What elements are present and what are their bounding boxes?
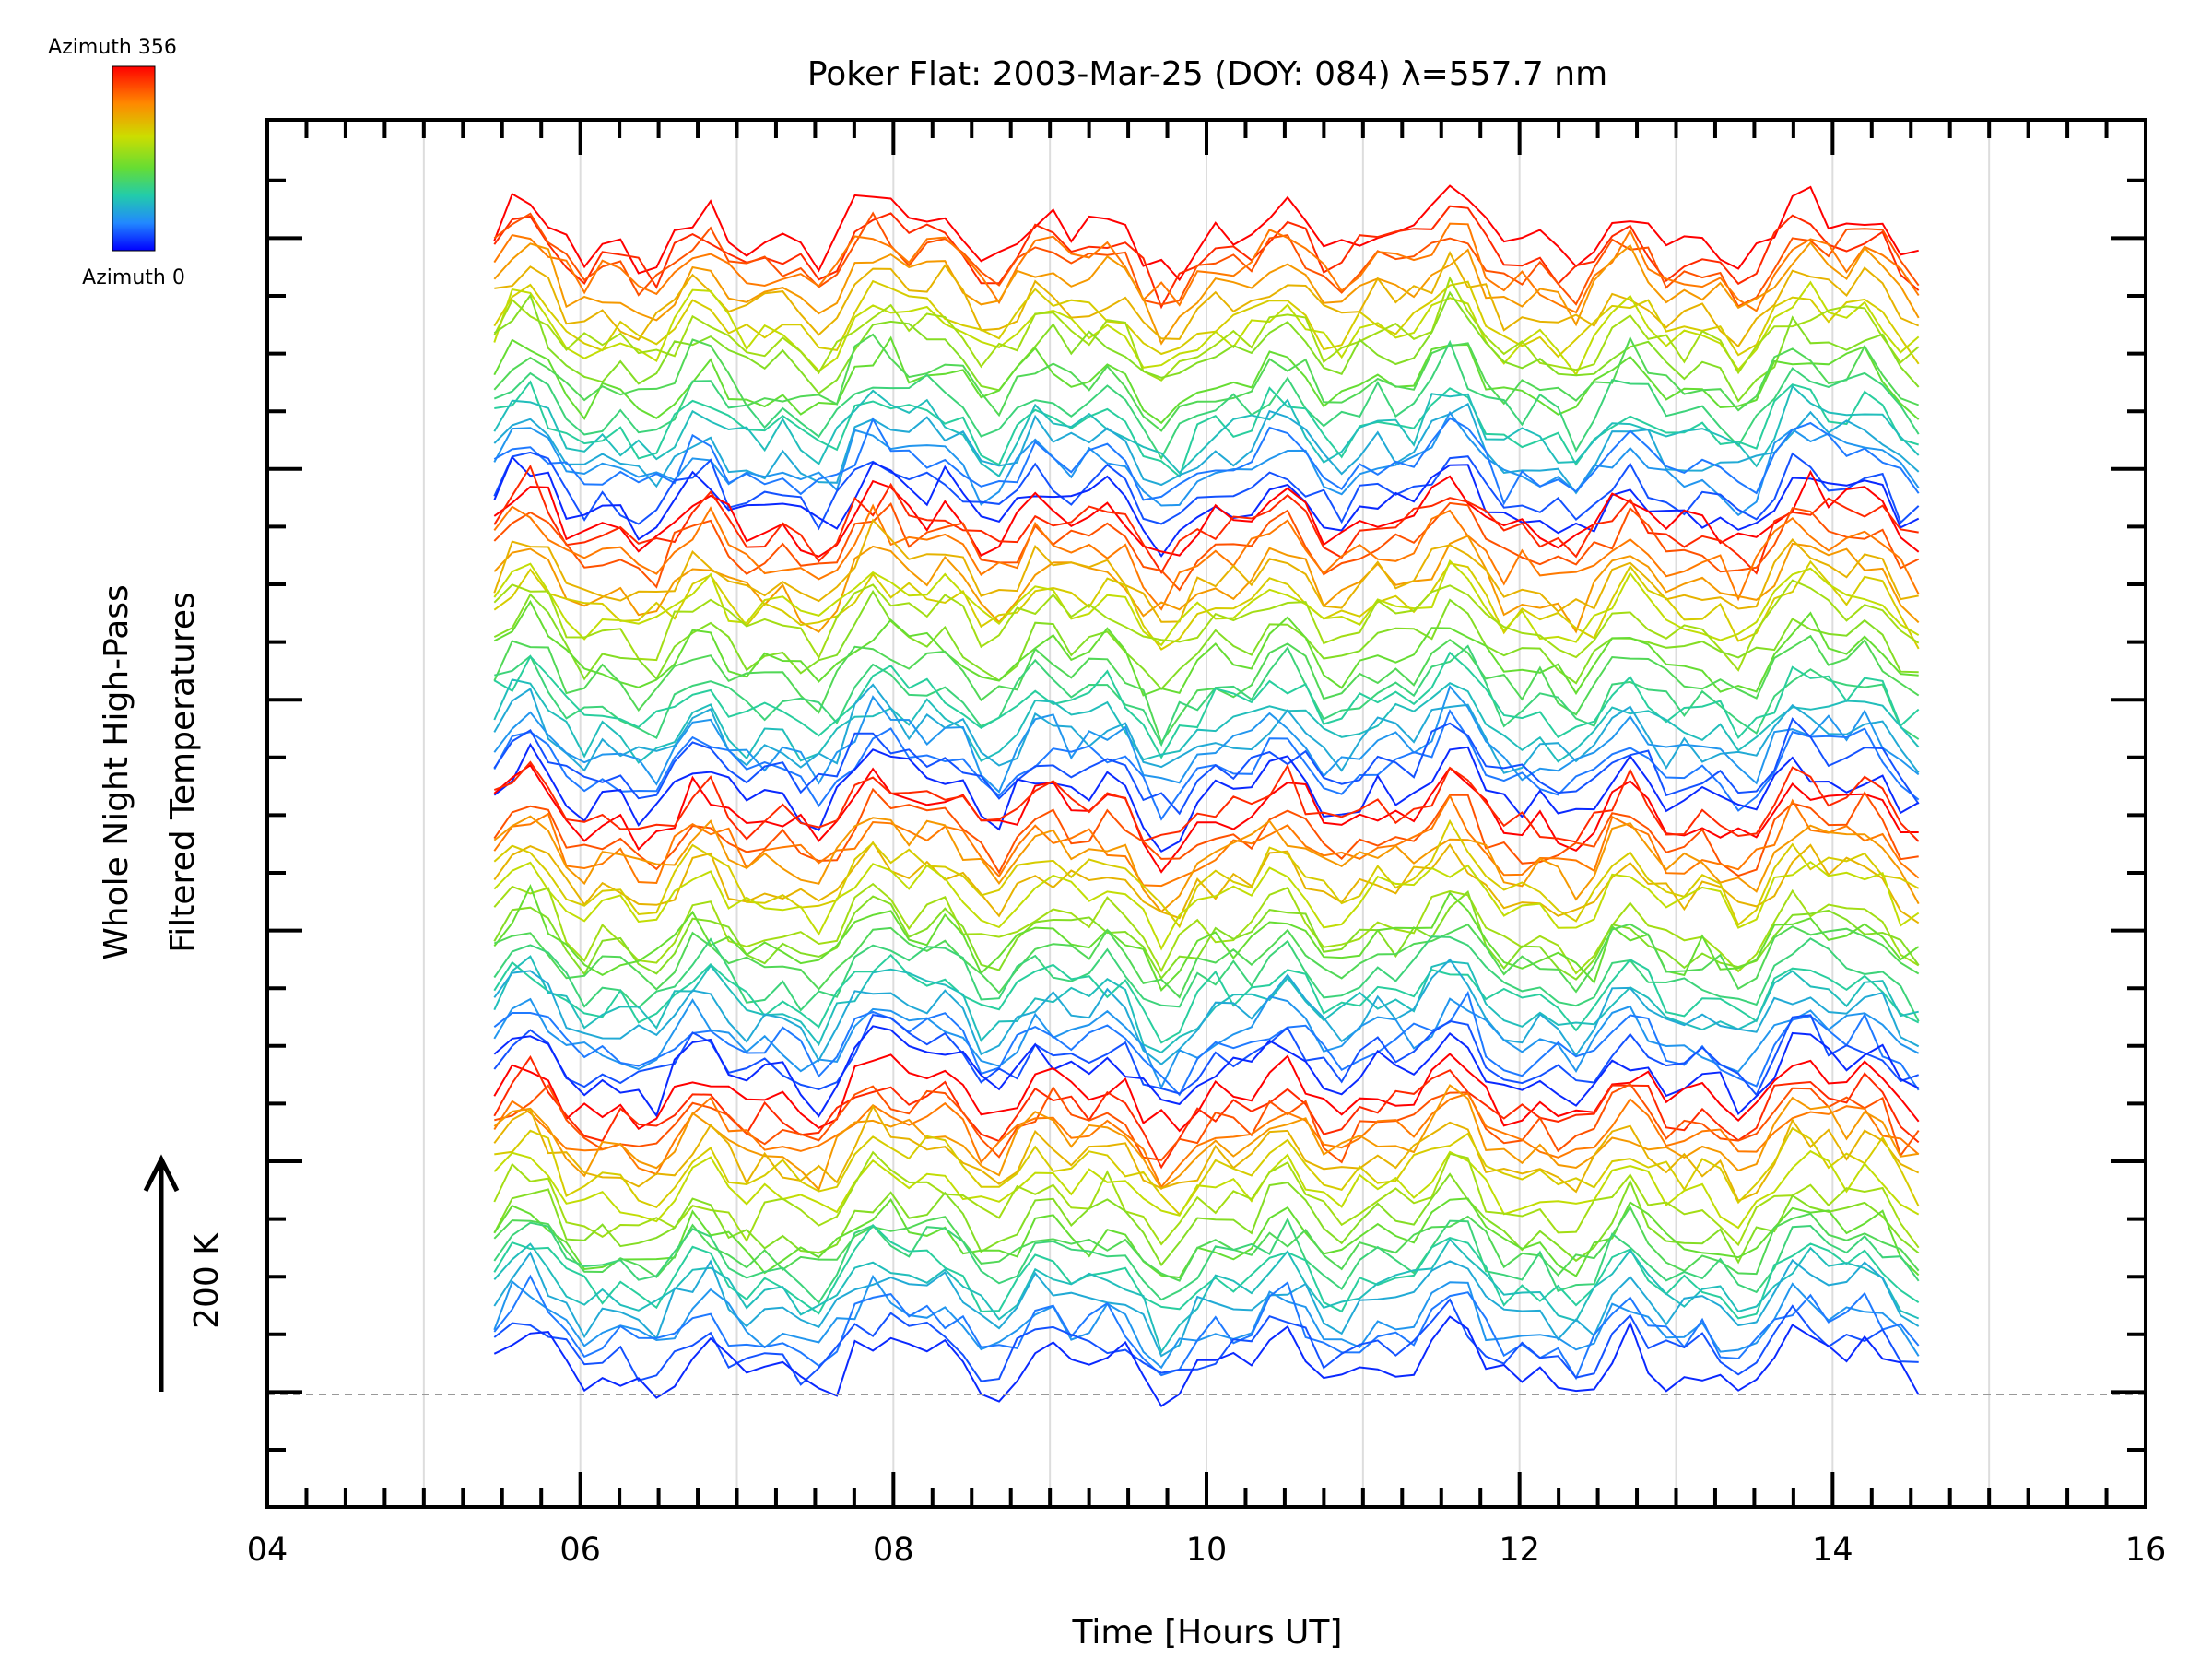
series-line [493,1315,1920,1408]
series-line [493,535,1920,634]
series-line [493,923,1920,999]
series-line [493,503,1920,611]
series-line [493,841,1920,924]
series-line [493,1092,1920,1189]
series-line [493,760,1920,843]
series-line [493,599,1919,697]
series-line [493,1013,1920,1097]
series-line [493,339,1920,461]
scale-arrow [143,1154,180,1392]
series-line [493,1217,1920,1304]
series-line [494,251,1920,348]
x-tick-label: 16 [2125,1532,2167,1569]
x-tick-label: 10 [1186,1532,1228,1569]
x-tick-label: 12 [1499,1532,1540,1569]
colorbar [112,65,156,252]
series-line [493,384,1920,478]
x-tick-label: 04 [247,1532,288,1569]
x-tick-label: 06 [559,1532,601,1569]
series-line [494,1126,1920,1217]
series-line [493,211,1920,308]
series-line [493,818,1920,929]
series-line [493,1149,1920,1230]
colorbar-top-label: Azimuth 356 [48,36,177,59]
series-line [493,742,1920,853]
y-axis-label-line1: Whole Night High-Pass [98,584,135,960]
series-line [493,958,1920,1065]
x-tick-labels: 04 06 08 10 12 14 16 [247,1532,2167,1569]
series-line [493,1197,1920,1279]
series-group [493,184,1920,1408]
series-line [493,184,1919,282]
series-line [493,276,1920,382]
series-line [493,678,1920,764]
series-line [493,651,1920,759]
scale-label: 200 K [188,1232,226,1329]
series-line [493,883,1920,992]
series-line [493,290,1920,403]
series-line [493,815,1920,913]
series-line [493,794,1920,888]
series-line [493,1274,1920,1381]
series-line [493,518,1919,623]
series-line [493,241,1920,346]
series-line [493,333,1920,432]
series-line [493,634,1920,745]
series-line [493,1104,1920,1203]
series-line [493,1053,1920,1133]
series-line [493,451,1920,531]
series-line [493,1084,1919,1192]
x-tick-label: 14 [1812,1532,1853,1569]
series-line [493,222,1920,314]
series-line [493,889,1920,981]
series-line [493,882,1920,975]
colorbar-bottom-label: Azimuth 0 [82,266,185,289]
x-axis-label: Time [Hours UT] [1072,1614,1343,1652]
series-line [493,501,1920,592]
series-line [494,644,1920,747]
series-line [493,579,1920,672]
series-line [493,280,1920,377]
series-line [493,1238,1920,1355]
series-line [493,1150,1920,1249]
chart-title: Poker Flat: 2003-Mar-25 (DOY: 084) λ=557… [807,55,1607,93]
series-line [493,589,1919,690]
series-line [493,1274,1920,1370]
x-tick-label: 08 [873,1532,914,1569]
series-line [493,935,1920,1022]
series-line [493,402,1920,495]
series-line [493,469,1920,558]
series-line [493,709,1920,821]
series-line [493,1223,1920,1320]
series-line [493,787,1919,877]
series-line [493,1251,1920,1358]
tick-marks [265,120,2147,1507]
series-line [493,1298,1919,1386]
series-line [493,717,1920,816]
series-line [493,417,1920,506]
series-line [493,464,1919,575]
series-line [493,685,1920,794]
series-line [493,860,1920,951]
series-line [494,1083,1920,1164]
y-axis-label-line2: Filtered Temperatures [164,592,202,953]
series-line [493,1205,1920,1282]
series-line [493,205,1920,310]
series-line [493,279,1920,365]
series-line [493,953,1920,1044]
